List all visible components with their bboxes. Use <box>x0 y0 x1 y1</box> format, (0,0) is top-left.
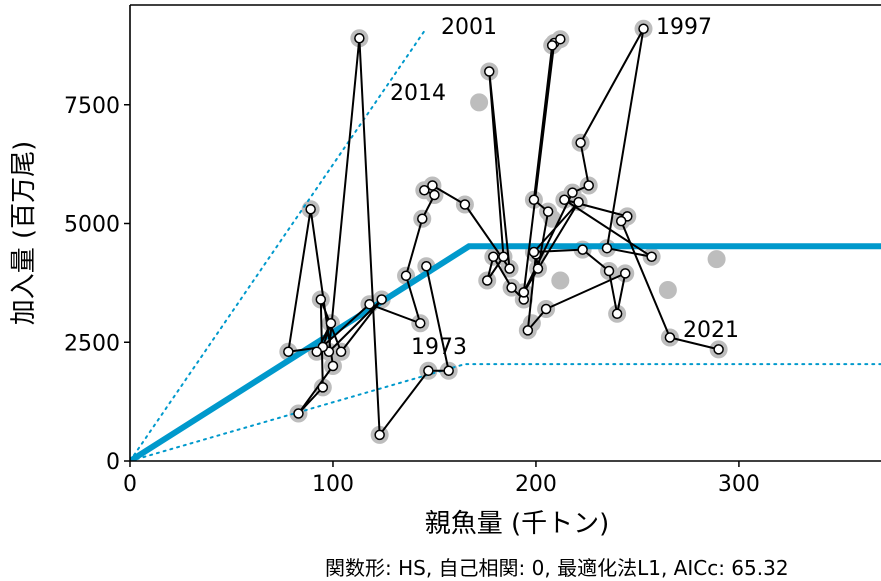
data-point <box>540 303 552 315</box>
data-point <box>601 242 613 254</box>
data-point <box>611 308 623 319</box>
data-point <box>573 196 584 208</box>
data-point <box>429 189 440 201</box>
data-point <box>459 199 471 210</box>
data-point <box>400 270 412 281</box>
data-point <box>415 318 426 329</box>
observed-point <box>658 281 677 299</box>
data-point <box>283 346 294 357</box>
data-point <box>555 33 566 45</box>
model-footnote: 関数形: HS, 自己相関: 0, 最適化法L1, AICc: 65.32 <box>325 556 789 580</box>
data-point <box>504 263 515 274</box>
year-label: 2021 <box>683 318 739 343</box>
y-axis-title: 加入量 (百万尾) <box>9 141 39 326</box>
data-point <box>293 408 304 419</box>
data-point <box>713 344 724 355</box>
data-point <box>583 180 594 191</box>
data-point <box>559 194 570 205</box>
data-point <box>423 365 434 376</box>
data-point <box>615 215 627 227</box>
x-tick-label: 100 <box>312 472 354 497</box>
data-point <box>488 251 499 262</box>
data-point <box>577 244 588 255</box>
data-point <box>542 206 554 217</box>
data-point <box>427 180 438 191</box>
y-tick-label: 0 <box>106 450 120 475</box>
y-tick-label: 7500 <box>64 94 120 119</box>
data-point <box>315 294 327 305</box>
data-point <box>603 265 615 277</box>
data-point <box>528 194 540 205</box>
data-point <box>567 187 578 198</box>
x-tick-label: 300 <box>718 472 760 497</box>
upper-band-line <box>130 30 426 461</box>
data-point <box>646 251 657 262</box>
data-point <box>305 204 316 215</box>
year-label: 2001 <box>441 15 497 40</box>
data-point <box>506 282 517 293</box>
data-point <box>364 299 375 310</box>
data-point <box>421 261 432 272</box>
data-point <box>376 294 387 305</box>
data-point <box>498 251 509 262</box>
data-point <box>374 429 385 441</box>
year-label: 2014 <box>390 81 446 106</box>
data-point <box>311 346 322 357</box>
observed-point <box>707 250 726 269</box>
data-point <box>532 263 544 274</box>
observed-point <box>551 271 570 290</box>
data-point <box>317 382 329 393</box>
data-point <box>546 40 558 51</box>
x-axis-title: 親魚量 (千トン) <box>425 509 610 539</box>
data-point <box>419 185 430 196</box>
y-tick-label: 2500 <box>64 331 120 356</box>
data-point <box>354 33 365 44</box>
data-point <box>638 23 649 34</box>
data-point <box>575 137 586 148</box>
data-point <box>664 332 676 343</box>
data-point <box>522 325 534 336</box>
data-point <box>443 365 454 376</box>
data-point <box>335 346 347 357</box>
time-series-path <box>287 27 719 436</box>
lower-band-line <box>130 363 881 461</box>
data-point <box>528 246 540 258</box>
data-point <box>325 318 337 329</box>
observed-point <box>470 93 489 112</box>
year-label: 1973 <box>411 335 467 360</box>
year-label: 1997 <box>656 15 712 40</box>
data-point <box>327 360 339 372</box>
data-point <box>417 213 428 224</box>
x-tick-label: 200 <box>515 472 557 497</box>
data-point <box>620 268 631 279</box>
data-point <box>518 287 530 298</box>
hockey-stick-fit-line <box>130 243 881 461</box>
y-tick-label: 5000 <box>64 213 120 238</box>
data-point <box>484 66 495 77</box>
data-point <box>481 275 493 286</box>
x-tick-label: 0 <box>123 472 137 497</box>
